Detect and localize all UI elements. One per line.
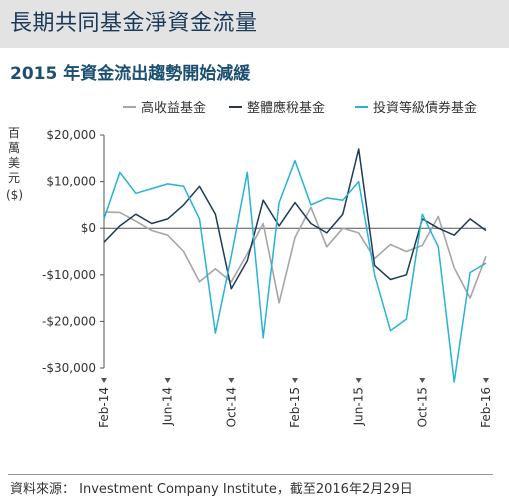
y-tick-label: -$10,000 <box>42 268 96 282</box>
legend-swatch-municipal <box>229 105 242 108</box>
x-tick-label: Jun-15 <box>352 387 366 426</box>
x-tick-label: Oct-15 <box>415 387 429 427</box>
title-band <box>0 0 509 48</box>
x-tick-marker <box>355 378 362 383</box>
x-tick-marker <box>101 378 107 383</box>
legend-item-investment-grade: 投資等級債券基金 <box>355 98 477 120</box>
x-tick-label: Jun-14 <box>161 387 175 426</box>
y-tick-label: $20,000 <box>46 128 96 142</box>
x-tick-label: Feb-16 <box>479 387 493 428</box>
source-divider <box>8 474 493 475</box>
x-tick-marker <box>164 378 171 383</box>
x-tick-label: Oct-14 <box>224 387 238 427</box>
y-axis-label: 百萬美元 ($) <box>6 126 23 203</box>
y-axis-unit: ($) <box>6 188 23 202</box>
legend-label-municipal: 整體應稅基金 <box>247 101 326 116</box>
page-title: 長期共同基金淨資金流量 <box>10 11 258 36</box>
legend: 高收益基金 整體應稅基金 投資等級債券基金 <box>0 98 509 122</box>
legend-label-investment-grade: 投資等級債券基金 <box>373 101 478 116</box>
y-tick-label: -$30,000 <box>42 361 96 375</box>
y-tick-label: $0 <box>81 221 96 235</box>
x-tick-marker <box>483 378 489 383</box>
legend-label-high-yield: 高收益基金 <box>141 101 207 116</box>
series-line-high-yield <box>103 206 487 304</box>
line-chart: $20,000 $10,000 $0 -$10,000 -$20,000 -$30,000… <box>42 128 493 428</box>
source-note: 資料來源： Investment Company Institute，截至201… <box>10 482 413 497</box>
legend-swatch-investment-grade <box>355 105 368 108</box>
legend-item-municipal: 整體應稅基金 <box>229 98 325 120</box>
x-tick-label: Feb-15 <box>288 387 302 428</box>
legend-swatch-high-yield <box>123 105 136 108</box>
series-line-municipal <box>103 148 487 290</box>
y-axis-label-text: 百萬美元 <box>7 126 20 185</box>
x-tick-marker <box>292 378 298 383</box>
y-tick-label: $10,000 <box>46 175 96 189</box>
y-tick-label: -$20,000 <box>42 314 96 328</box>
x-tick-label: Feb-14 <box>97 387 111 428</box>
series-line-investment-grade <box>103 159 487 383</box>
chart-subtitle: 2015 年資金流出趨勢開始減緩 <box>10 64 251 84</box>
x-tick-marker <box>228 378 235 383</box>
legend-item-high-yield: 高收益基金 <box>123 98 206 120</box>
x-tick-marker <box>419 378 426 383</box>
